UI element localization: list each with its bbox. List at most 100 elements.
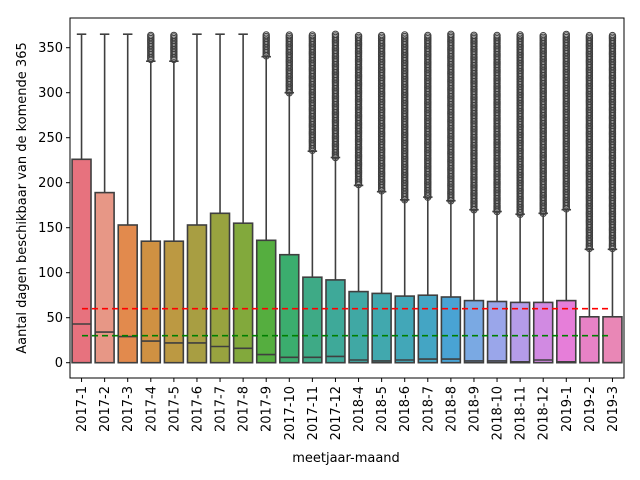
x-tick-label: 2017-2 <box>98 386 113 432</box>
x-tick-label: 2017-11 <box>306 386 321 440</box>
x-tick-label: 2017-3 <box>121 386 136 432</box>
x-tick-label: 2019-1 <box>560 386 575 432</box>
y-tick-label: 350 <box>38 41 63 56</box>
box-2018-6 <box>394 31 415 364</box>
x-tick-label: 2019-2 <box>583 386 598 432</box>
flier <box>401 31 409 39</box>
boxes-layer <box>71 30 623 364</box>
box-2018-8 <box>440 30 462 364</box>
box-rect <box>463 299 485 364</box>
flier <box>539 32 547 40</box>
x-tick-label: 2017-4 <box>144 386 159 432</box>
x-tick-label: 2018-7 <box>421 386 436 432</box>
box-2017-2 <box>94 33 115 364</box>
y-axis-label: Aantal dagen beschikbaar van de komende … <box>15 42 30 354</box>
flier <box>170 31 178 40</box>
flier <box>285 31 293 39</box>
y-tick-label: 0 <box>55 356 63 371</box>
x-tick-label: 2017-1 <box>75 386 90 432</box>
x-tick-label: 2017-5 <box>167 386 182 432</box>
box-rect <box>255 239 277 364</box>
flier <box>308 31 317 39</box>
x-tick-label: 2017-8 <box>237 386 252 432</box>
box-rect <box>71 158 92 364</box>
flier <box>516 31 524 39</box>
box-rect <box>94 191 115 364</box>
box-2018-9 <box>463 31 485 364</box>
x-tick-label: 2017-10 <box>283 386 298 440</box>
box-rect <box>417 294 439 364</box>
box-2017-5 <box>163 31 185 364</box>
box-rect <box>602 315 623 364</box>
x-tick-label: 2017-6 <box>190 386 205 432</box>
box-2018-11 <box>509 31 531 364</box>
flier <box>493 31 501 40</box>
x-tick-label: 2018-12 <box>537 386 552 440</box>
box-2017-1 <box>71 33 92 364</box>
flier <box>424 31 432 40</box>
box-rect <box>394 295 415 364</box>
flier <box>608 31 617 40</box>
axes-layer: 0 50 100 150 200 250 300 350 2017-1 2017-2 2017-3 2… <box>38 17 625 440</box>
flier <box>585 31 594 40</box>
reference-lines <box>82 307 612 337</box>
box-rect <box>579 315 600 364</box>
box-rect <box>509 301 531 364</box>
flier <box>562 30 570 39</box>
box-2018-7 <box>417 31 439 364</box>
box-2017-3 <box>117 33 138 364</box>
box-rect <box>556 299 577 364</box>
flier <box>354 32 363 40</box>
y-tick-label: 250 <box>38 131 63 146</box>
x-axis-label: meetjaar-maand <box>292 451 400 466</box>
box-rect <box>302 276 323 364</box>
box-2018-4 <box>348 32 369 364</box>
box-rect <box>117 224 138 364</box>
flier <box>377 31 386 40</box>
box-2018-5 <box>371 31 392 364</box>
y-tick-label: 200 <box>38 176 63 191</box>
box-2017-4 <box>140 31 162 364</box>
box-2017-10 <box>279 31 300 364</box>
plot-frame <box>69 17 625 379</box>
box-rect <box>209 212 231 364</box>
box-2017-9 <box>255 31 277 364</box>
box-2017-8 <box>232 33 254 364</box>
x-tick-label: 2018-9 <box>467 386 482 432</box>
flier <box>262 31 270 39</box>
x-tick-label: 2018-11 <box>514 386 529 440</box>
box-2017-12 <box>325 30 346 364</box>
box-2017-11 <box>302 31 323 364</box>
flier <box>147 31 155 40</box>
flier <box>331 30 340 38</box>
box-rect <box>371 292 392 364</box>
box-2017-6 <box>186 33 208 364</box>
box-rect <box>163 240 185 364</box>
box-rect <box>532 301 554 364</box>
y-tick-label: 50 <box>46 311 63 326</box>
x-tick-label: 2018-8 <box>444 386 459 432</box>
y-tick-label: 100 <box>38 266 63 281</box>
box-2019-1 <box>556 30 577 364</box>
box-rect <box>232 222 254 364</box>
x-tick-label: 2018-4 <box>352 386 367 432</box>
flier <box>447 30 455 38</box>
flier <box>470 31 478 39</box>
box-rect <box>348 290 369 364</box>
x-tick-label: 2017-12 <box>329 386 344 440</box>
box-2018-10 <box>486 31 508 364</box>
box-rect <box>486 300 508 364</box>
box-2017-7 <box>209 33 231 364</box>
box-2018-12 <box>532 32 554 364</box>
x-tick-label: 2017-9 <box>260 386 275 432</box>
box-rect <box>140 240 162 364</box>
y-tick-label: 150 <box>38 221 63 236</box>
box-2019-2 <box>579 31 600 364</box>
x-tick-label: 2018-5 <box>375 386 390 432</box>
box-rect <box>325 279 346 364</box>
x-tick-label: 2018-10 <box>491 386 506 440</box>
box-rect <box>186 224 208 364</box>
box-2019-3 <box>602 31 623 364</box>
box-rect <box>440 296 462 364</box>
